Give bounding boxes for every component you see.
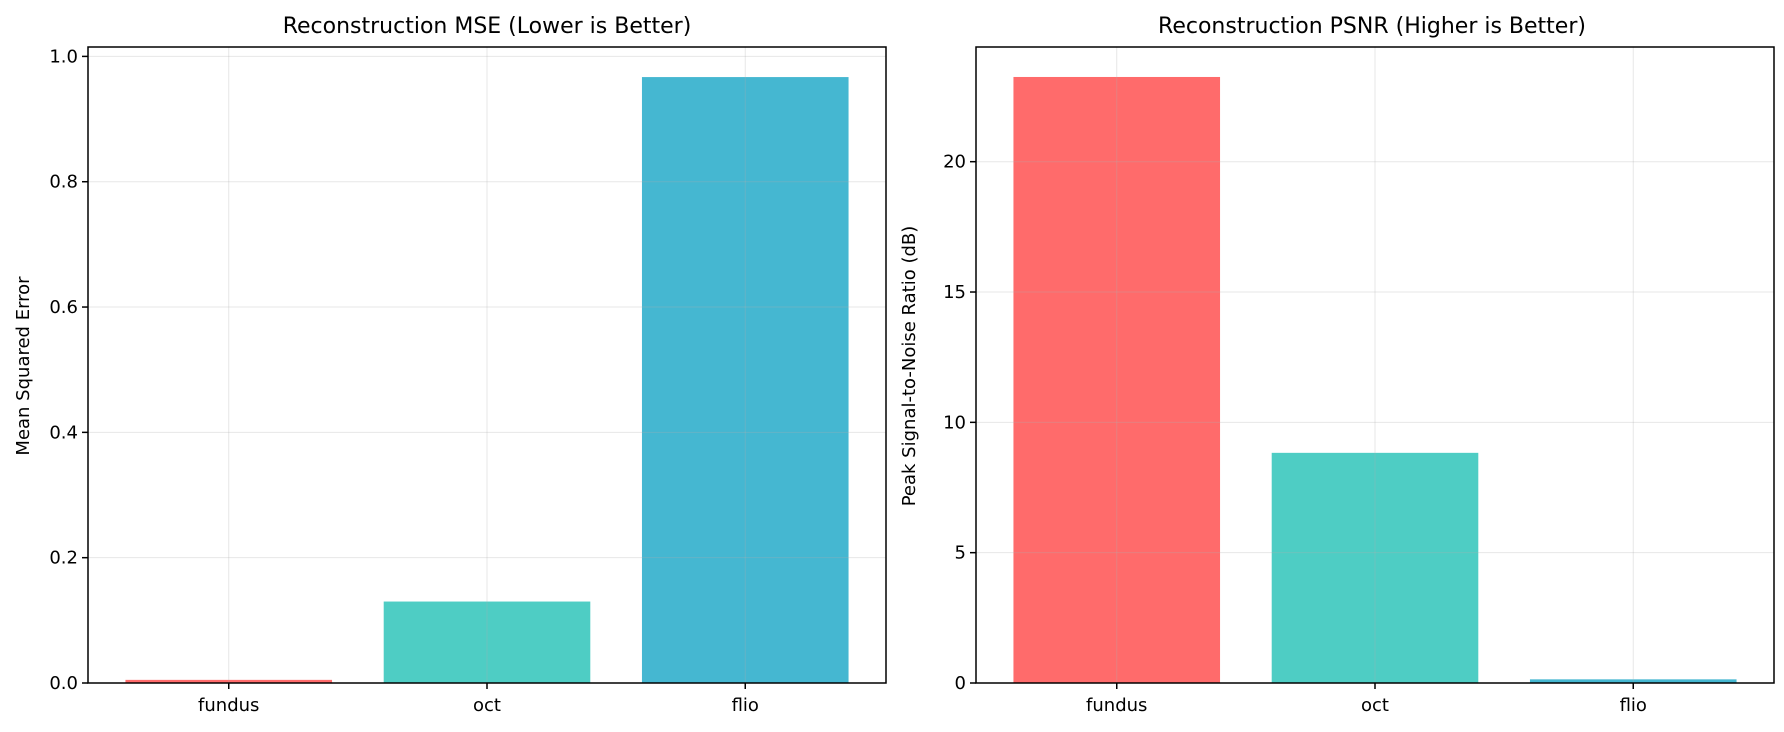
x-tick-label-mse-fundus: fundus — [198, 695, 259, 716]
y-axis-label-mse: Mean Squared Error — [13, 276, 34, 456]
y-tick-label-mse-5: 1.0 — [49, 46, 78, 67]
y-tick-label-psnr-0: 0 — [955, 673, 966, 694]
bar-psnr-flio — [1529, 679, 1737, 683]
bar-mse-fundus — [125, 679, 333, 683]
y-tick-label-psnr-4: 20 — [943, 152, 966, 173]
y-axis-label-psnr: Peak Signal-to-Noise Ratio (dB) — [899, 226, 920, 507]
y-tick-label-mse-4: 0.8 — [49, 172, 78, 193]
x-tick-label-psnr-oct: oct — [1361, 695, 1389, 716]
y-tick-label-mse-3: 0.6 — [49, 297, 78, 318]
bar-mse-oct — [383, 601, 591, 683]
bar-psnr-fundus — [1013, 76, 1221, 684]
x-tick-label-psnr-flio: flio — [1620, 695, 1647, 716]
x-tick-label-mse-oct: oct — [473, 695, 501, 716]
chart-psnr: Reconstruction PSNR (Higher is Better) 0… — [899, 14, 1775, 716]
y-tick-label-mse-0: 0.0 — [49, 673, 78, 694]
chart-title-psnr: Reconstruction PSNR (Higher is Better) — [1158, 14, 1586, 39]
x-tick-label-psnr-fundus: fundus — [1086, 695, 1147, 716]
y-tick-label-mse-1: 0.2 — [49, 548, 78, 569]
y-tick-label-psnr-3: 15 — [943, 282, 966, 303]
plot-area-psnr: 0 5 10 15 20 fundus oct flio — [943, 46, 1775, 716]
x-tick-label-mse-flio: flio — [732, 695, 759, 716]
y-tick-label-psnr-1: 5 — [955, 543, 966, 564]
chart-title-mse: Reconstruction MSE (Lower is Better) — [283, 14, 692, 39]
plot-area-mse: 0.0 0.2 0.4 0.6 0.8 1.0 fundus oct flio — [49, 46, 887, 716]
chart-mse: Reconstruction MSE (Lower is Better) 0.0… — [13, 14, 887, 716]
y-tick-label-mse-2: 0.4 — [49, 422, 78, 443]
bar-mse-flio — [641, 77, 849, 684]
y-tick-label-psnr-2: 10 — [943, 412, 966, 433]
bar-psnr-oct — [1271, 452, 1479, 683]
